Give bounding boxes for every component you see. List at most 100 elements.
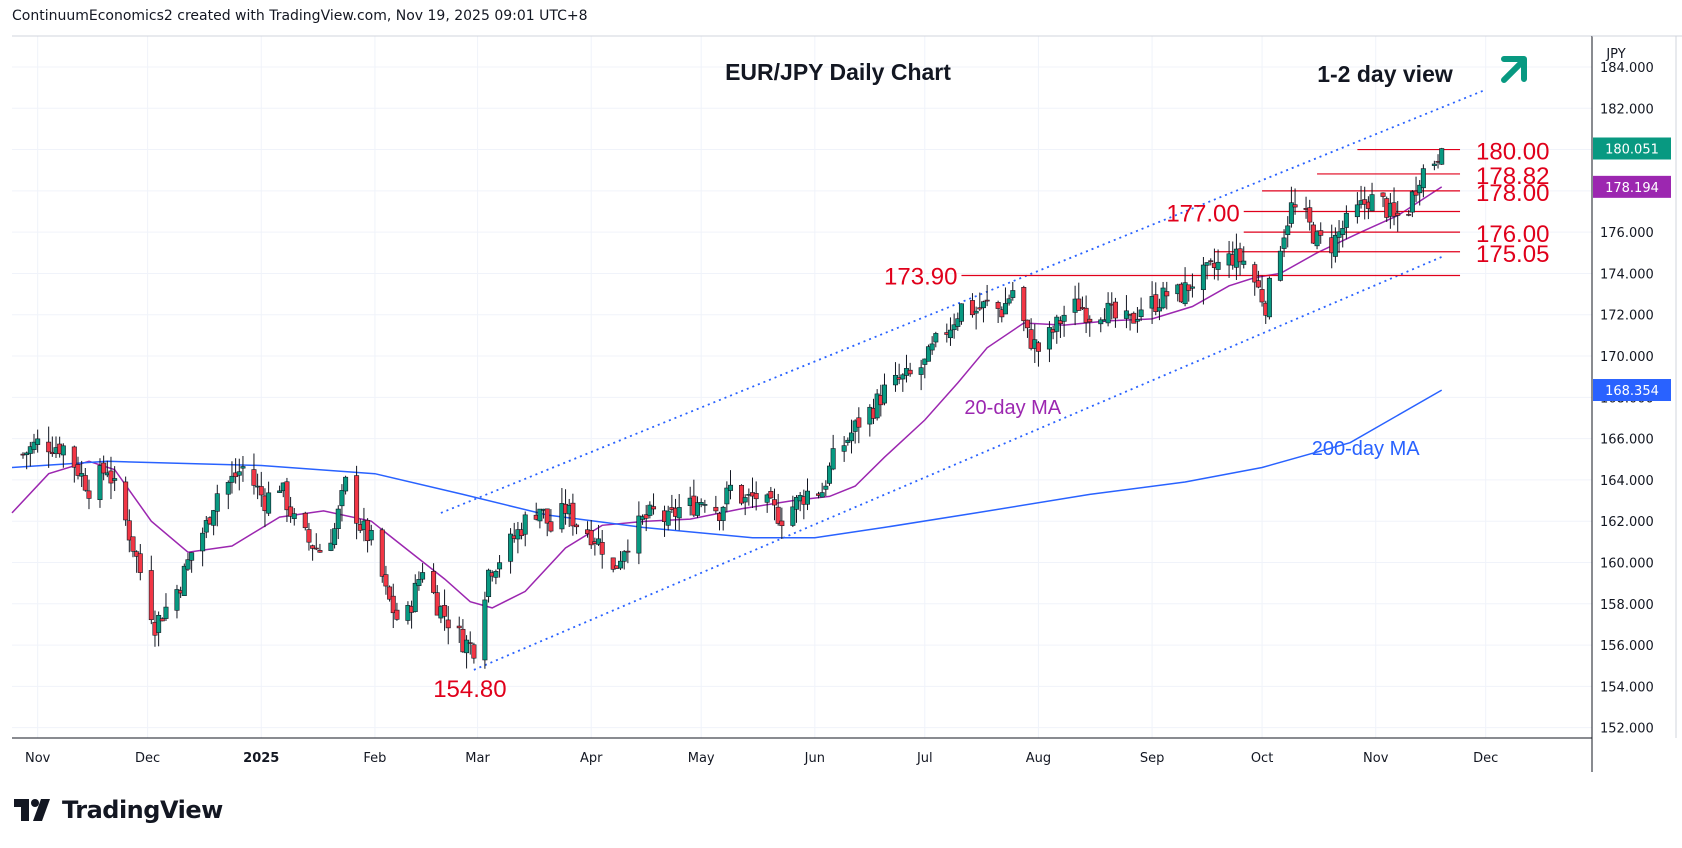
x-tick-label: Sep <box>1140 751 1165 766</box>
candle-body <box>1307 207 1313 223</box>
y-tick-label: 174.000 <box>1600 267 1654 282</box>
candle-body <box>1314 231 1320 247</box>
tradingview-logo[interactable]: TradingView <box>14 796 223 824</box>
candle-body <box>548 521 554 532</box>
labels: EUR/JPY Daily Chart 1-2 day view JPY 180… <box>433 47 1671 703</box>
level-label: 173.90 <box>884 264 957 291</box>
candle-body <box>1134 319 1140 322</box>
candle-body <box>984 299 990 302</box>
y-tick-label: 166.000 <box>1600 433 1654 448</box>
candle-body <box>819 492 825 498</box>
candle-body <box>420 572 426 580</box>
y-tick-label: 164.000 <box>1600 474 1654 489</box>
candle-body <box>1024 319 1030 329</box>
candle-body <box>343 476 349 492</box>
candle-body <box>313 547 319 550</box>
y-tick-label: 160.000 <box>1600 557 1654 572</box>
candle-body <box>955 318 961 327</box>
candle-body <box>1292 204 1298 208</box>
candle-body <box>306 529 312 543</box>
candle-body <box>1054 316 1060 332</box>
candle-body <box>328 542 334 551</box>
x-tick-label: Jul <box>916 751 933 766</box>
annotation-label: 20-day MA <box>964 397 1061 419</box>
candle-body <box>794 497 800 510</box>
candle-body <box>482 599 488 661</box>
candle-body <box>383 574 389 587</box>
candle-body <box>599 542 605 555</box>
candle-body <box>1131 312 1137 324</box>
candle-body <box>387 586 393 600</box>
level-label: 175.05 <box>1476 241 1549 268</box>
candle-body <box>1083 307 1089 323</box>
candle-body <box>1006 298 1012 304</box>
x-tick-label: Dec <box>135 751 160 766</box>
candle-body <box>720 506 726 521</box>
candle-body <box>1189 286 1195 289</box>
candle-body <box>1288 202 1294 224</box>
candle-body <box>1340 228 1346 235</box>
candle-body <box>907 369 913 375</box>
chart-title: EUR/JPY Daily Chart <box>725 59 951 85</box>
annotation-label: 154.80 <box>433 676 506 703</box>
price-badge-label: 178.194 <box>1605 181 1659 196</box>
candle-body <box>1391 202 1397 217</box>
candle-body <box>647 504 653 516</box>
candle-body <box>1046 327 1052 350</box>
candle-body <box>881 384 887 404</box>
candle-body <box>958 303 964 322</box>
candle-body <box>1281 237 1287 249</box>
price-badge-label: 180.051 <box>1605 143 1659 158</box>
candle-body <box>412 582 418 612</box>
level-label: 176.00 <box>1476 221 1549 248</box>
y-tick-label: 158.000 <box>1600 598 1654 613</box>
candle-body <box>1182 282 1188 305</box>
candle-body <box>445 619 451 629</box>
candle-body <box>27 446 33 454</box>
candle-body <box>1285 225 1291 236</box>
candle-body <box>856 417 862 428</box>
candle-body <box>544 508 550 524</box>
candle-body <box>339 490 345 507</box>
candle-body <box>973 310 979 314</box>
candle-body <box>291 513 297 519</box>
candle-body <box>123 481 129 521</box>
channel-line-upper <box>440 88 1487 514</box>
candle-body <box>1369 194 1375 212</box>
candle-body <box>596 538 602 545</box>
candle-body <box>497 562 503 570</box>
candle-body <box>848 432 854 442</box>
candle-body <box>933 333 939 343</box>
y-tick-label: 176.000 <box>1600 226 1654 241</box>
candle-body <box>1035 342 1041 352</box>
candle-body <box>1112 301 1118 319</box>
candle-body <box>665 510 671 526</box>
candle-body <box>71 446 77 468</box>
x-tick-label: Oct <box>1251 751 1273 766</box>
candle-body <box>35 438 41 445</box>
candle-body <box>200 532 206 552</box>
candle-body <box>112 478 118 481</box>
candle-body <box>1200 264 1206 291</box>
level-label: 177.00 <box>1166 201 1239 228</box>
candle-body <box>618 560 624 569</box>
candle-body <box>181 565 187 596</box>
x-tick-label: May <box>688 751 715 766</box>
candle-body <box>390 595 396 614</box>
candle-body <box>493 570 499 578</box>
candle-body <box>354 475 360 524</box>
level-label: 178.82 <box>1476 163 1549 190</box>
candle-body <box>86 490 92 499</box>
candle-body <box>240 466 246 469</box>
candle-body <box>588 529 594 546</box>
candle-body <box>434 592 440 616</box>
candle-body <box>1156 307 1162 312</box>
arrow-up-right-icon <box>1501 56 1527 83</box>
candle-body <box>1343 212 1349 228</box>
candle-body <box>1431 163 1437 166</box>
candle-body <box>1076 298 1082 311</box>
candle-body <box>60 445 66 456</box>
candle-body <box>159 618 165 622</box>
price-badge-label: 168.354 <box>1605 384 1659 399</box>
